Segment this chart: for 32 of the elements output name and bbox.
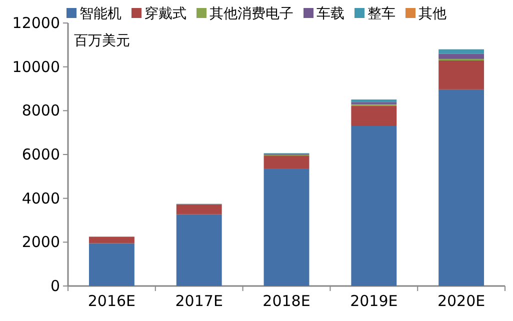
bar [264,168,310,286]
bar [351,106,397,126]
y-tick-label: 0 [50,277,60,295]
y-tick-label: 12000 [12,14,60,32]
bar [438,49,484,54]
legend-label: 智能机 [80,6,122,22]
x-tick-label: 2017E [175,292,223,310]
bar [176,204,222,214]
legend-label: 车载 [316,6,344,22]
bar [438,89,484,286]
legend-label: 穿戴式 [144,6,186,22]
x-tick-label: 2020E [437,292,486,310]
y-tick-label: 4000 [22,189,60,208]
bar [88,243,134,286]
x-tick-label: 2016E [88,292,136,310]
bar [438,54,484,59]
x-tick-label: 2018E [262,292,310,310]
y-tick-label: 2000 [22,233,60,252]
bar [438,60,484,90]
bar [351,126,397,286]
y-tick-label: 6000 [22,146,60,164]
legend-label: 整车 [368,6,396,22]
y-tick-label: 8000 [22,102,60,120]
bar [351,99,397,102]
legend-label: 其他消费电子 [210,6,294,22]
bar [176,214,222,286]
annotation: 百万美元 [74,33,130,49]
y-tick-label: 10000 [12,58,60,76]
x-tick-label: 2019E [350,292,398,310]
bar [264,156,310,169]
legend-label: 其他 [418,6,446,22]
bar [88,236,134,244]
